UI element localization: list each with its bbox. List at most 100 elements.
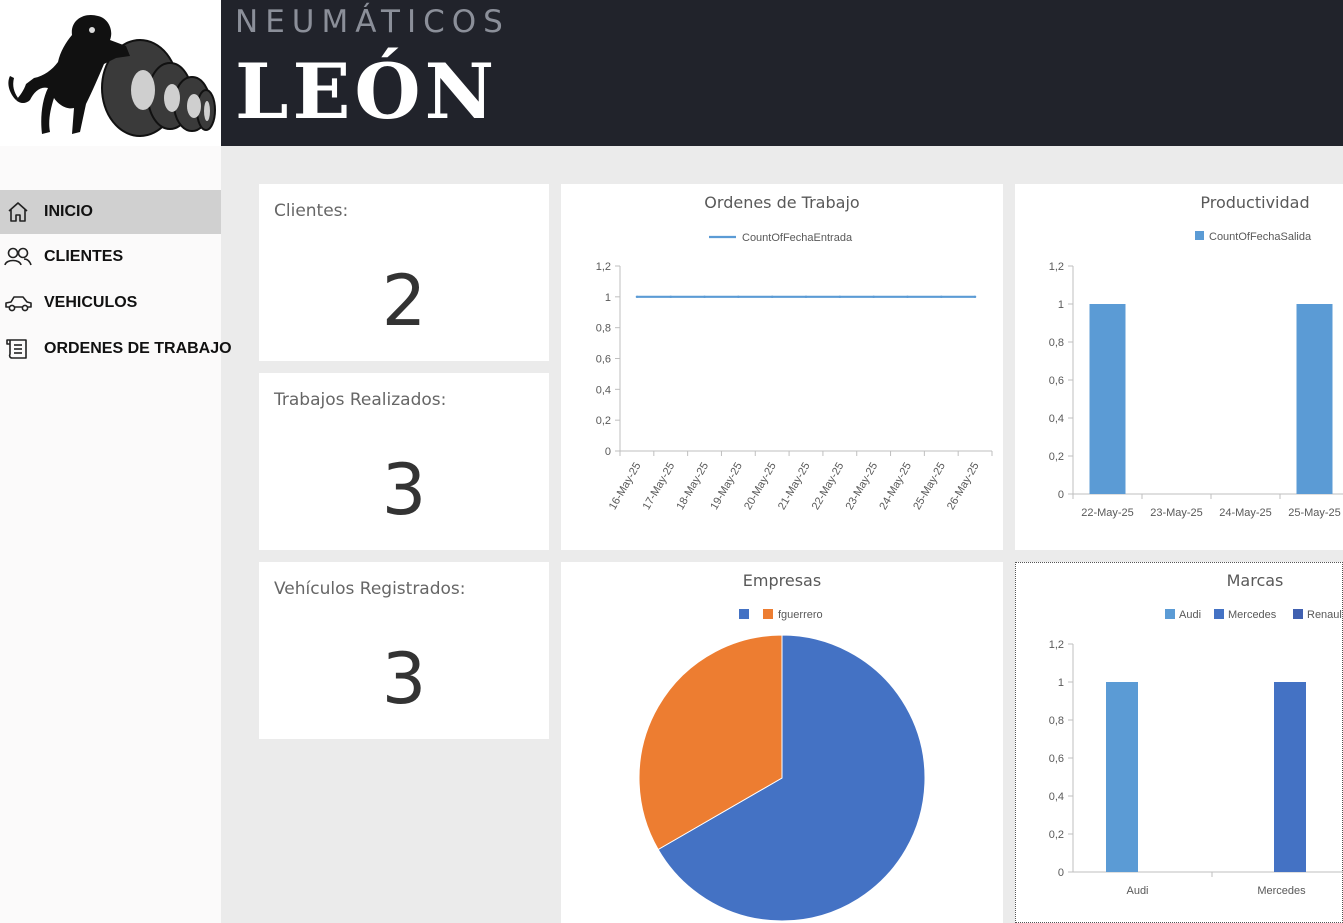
y-tick-label: 0 — [605, 446, 611, 458]
x-tick-label: 24-May-25 — [1219, 507, 1272, 519]
y-tick-label: 0 — [1058, 867, 1064, 879]
data-point — [906, 295, 909, 299]
legend-label: CountOfFechaSalida — [1209, 231, 1312, 243]
legend-swatch — [1165, 609, 1175, 619]
bar — [1274, 682, 1306, 872]
data-point — [635, 295, 639, 299]
sidebar-item-inicio[interactable]: INICIO — [0, 190, 221, 234]
sidebar-item-clientes[interactable]: CLIENTES — [0, 235, 221, 279]
y-tick-label: 0,8 — [1049, 715, 1064, 727]
data-point — [940, 295, 943, 299]
legend-label: CountOfFechaEntrada — [742, 232, 853, 244]
y-tick-label: 1 — [605, 292, 611, 304]
kpi-value: 3 — [381, 449, 427, 531]
legend-label: Audi — [1179, 609, 1201, 621]
legend-label: Mercedes — [1228, 609, 1277, 621]
kpi-value: 2 — [381, 260, 427, 342]
app-header: NEUMÁTICOS LEÓN — [221, 0, 1343, 146]
y-tick-label: 0,2 — [596, 415, 611, 427]
y-tick-label: 1 — [1058, 677, 1064, 689]
data-point — [872, 295, 875, 299]
kpi-label: Clientes: — [274, 201, 349, 221]
sidebar-item-label: CLIENTES — [44, 248, 124, 265]
legend-swatch — [1214, 609, 1224, 619]
x-tick-label: 23-May-25 — [1150, 507, 1203, 519]
sidebar-item-label: INICIO — [44, 203, 93, 220]
kpi-card-vehiculos: Vehículos Registrados: 3 — [259, 562, 549, 739]
kpi-label: Vehículos Registrados: — [274, 579, 466, 599]
x-tick-label: 22-May-25 — [1081, 507, 1134, 519]
y-tick-label: 1,2 — [596, 261, 611, 273]
bar — [1106, 682, 1138, 872]
chart-ordenes-trabajo: Ordenes de Trabajo 0 0,2 0,4 0,6 0,8 1 1,2 16-M… — [561, 184, 1003, 550]
line-chart: 0 0,2 0,4 0,6 0,8 1 1,2 16-May-2517-May-2518-Ma… — [596, 232, 993, 513]
kpi-card-clientes: Clientes: 2 — [259, 184, 549, 361]
x-tick-label: 22-May-25 — [810, 461, 847, 513]
chart-title: Productividad — [1200, 193, 1310, 212]
sidebar-item-vehiculos[interactable]: VEHICULOS — [0, 281, 221, 325]
brand-subtitle: NEUMÁTICOS — [235, 4, 510, 40]
x-tick-label: 24-May-25 — [877, 461, 914, 513]
x-tick-label: 26-May-25 — [945, 461, 982, 513]
y-tick-label: 0,6 — [596, 354, 611, 366]
x-tick-label: Audi — [1126, 885, 1148, 897]
y-tick-label: 1,2 — [1049, 261, 1064, 273]
y-tick-label: 0,2 — [1049, 451, 1064, 463]
sidebar-item-label: VEHICULOS — [44, 294, 138, 311]
x-tick-label: 25-May-25 — [1288, 507, 1341, 519]
data-point — [669, 295, 672, 299]
y-tick-label: 0,4 — [1049, 791, 1064, 803]
sidebar-item-ordenes[interactable]: ORDENES DE TRABAJO — [0, 327, 232, 371]
legend-swatch — [739, 609, 749, 619]
chart-title: Marcas — [1226, 571, 1284, 590]
y-tick-label: 0,4 — [1049, 413, 1064, 425]
sidebar-item-label: ORDENES DE TRABAJO — [44, 340, 232, 357]
scroll-icon — [4, 337, 32, 361]
brand-title: LEÓN — [235, 47, 499, 136]
legend-label: Renaul — [1307, 609, 1342, 621]
bar — [1296, 304, 1333, 494]
pie-slice — [638, 634, 783, 851]
data-point — [973, 295, 977, 299]
chart-title: Ordenes de Trabajo — [704, 193, 860, 212]
x-tick-label: 23-May-25 — [844, 461, 881, 513]
sidebar: INICIO CLIENTES VEHICULOS ORDENES DE TRA… — [0, 146, 232, 923]
data-point — [804, 295, 808, 299]
x-tick-label: 17-May-25 — [641, 461, 678, 513]
data-point — [770, 295, 774, 299]
x-tick-label: 25-May-25 — [911, 461, 948, 513]
chart-title: Empresas — [742, 571, 822, 590]
bar-chart: 0 0,2 0,4 0,6 0,8 1 1,2 Audi Mercedes Audi Mercede… — [1049, 609, 1343, 897]
y-tick-label: 0,8 — [1049, 337, 1064, 349]
x-tick-label: 16-May-25 — [607, 461, 644, 513]
data-point — [838, 295, 842, 299]
y-tick-label: 1 — [1058, 299, 1064, 311]
y-tick-label: 0,8 — [596, 323, 611, 335]
chart-marcas[interactable]: Marcas 0 0,2 0,4 0,6 0,8 1 1,2 Audi Mercedes Audi… — [1015, 562, 1343, 923]
bar — [1089, 304, 1126, 494]
bar-chart: 0 0,2 0,4 0,6 0,8 1 1,2 22-May-25 23-May-25 24-Ma… — [1049, 231, 1343, 519]
kpi-value: 3 — [381, 638, 427, 720]
car-icon — [4, 291, 32, 315]
pie-slice — [657, 634, 926, 922]
data-point — [737, 295, 740, 299]
lion-tire-logo — [8, 14, 216, 137]
data-point — [703, 295, 706, 299]
legend-swatch — [763, 609, 773, 619]
pie-chart: fguerrero — [638, 609, 926, 922]
y-tick-label: 0,6 — [1049, 375, 1064, 387]
x-tick-label: 18-May-25 — [674, 461, 711, 513]
legend-swatch — [1293, 609, 1303, 619]
chart-productividad: Productividad 0 0,2 0,4 0,6 0,8 1 1,2 22-May-25… — [1015, 184, 1343, 550]
legend-swatch — [1195, 231, 1204, 240]
y-tick-label: 0,4 — [596, 384, 611, 396]
x-tick-label: 19-May-25 — [708, 461, 745, 513]
y-tick-label: 1,2 — [1049, 639, 1064, 651]
home-icon — [4, 200, 32, 224]
x-tick-label: Mercedes — [1257, 885, 1306, 897]
users-icon — [4, 245, 32, 269]
chart-empresas: Empresas fguerrero — [561, 562, 1003, 923]
y-tick-label: 0,2 — [1049, 829, 1064, 841]
kpi-label: Trabajos Realizados: — [274, 390, 447, 410]
x-tick-label: 21-May-25 — [776, 461, 813, 513]
